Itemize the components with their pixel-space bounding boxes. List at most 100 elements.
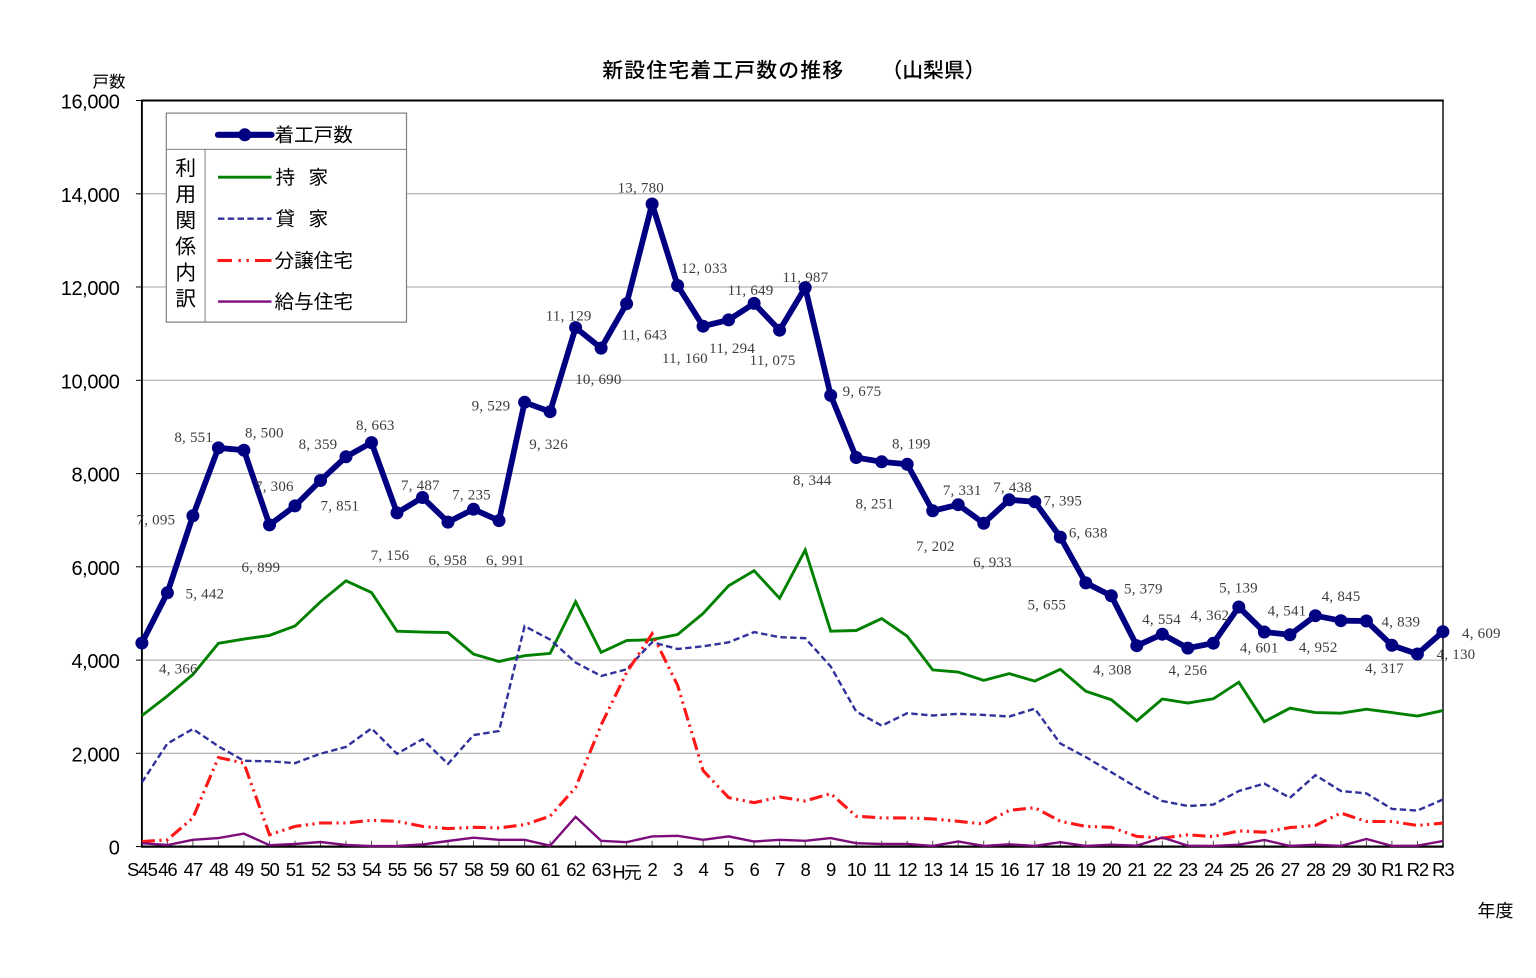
- svg-text:17: 17: [1026, 859, 1045, 880]
- svg-text:15: 15: [974, 859, 993, 880]
- svg-text:23: 23: [1179, 859, 1198, 880]
- svg-text:4, 601: 4, 601: [1240, 641, 1279, 657]
- svg-text:6,000: 6,000: [71, 558, 119, 580]
- svg-text:7, 851: 7, 851: [321, 498, 360, 514]
- svg-text:49: 49: [235, 859, 254, 880]
- svg-text:4,000: 4,000: [71, 651, 119, 673]
- svg-text:55: 55: [388, 859, 407, 880]
- svg-text:9, 529: 9, 529: [472, 399, 511, 415]
- svg-text:5, 379: 5, 379: [1124, 582, 1163, 598]
- svg-text:11, 075: 11, 075: [750, 353, 796, 369]
- svg-text:4: 4: [698, 859, 708, 880]
- svg-text:56: 56: [413, 859, 432, 880]
- svg-text:0: 0: [109, 838, 120, 860]
- svg-text:4, 308: 4, 308: [1093, 662, 1132, 678]
- svg-text:6, 958: 6, 958: [428, 553, 467, 569]
- svg-text:4, 130: 4, 130: [1437, 647, 1476, 663]
- svg-text:9, 675: 9, 675: [843, 384, 882, 400]
- svg-text:4, 952: 4, 952: [1299, 640, 1338, 656]
- svg-text:53: 53: [337, 859, 356, 880]
- svg-text:11: 11: [873, 859, 891, 880]
- svg-text:4, 256: 4, 256: [1169, 663, 1208, 679]
- svg-text:52: 52: [311, 859, 330, 880]
- svg-text:14: 14: [949, 859, 968, 880]
- svg-text:25: 25: [1230, 859, 1249, 880]
- svg-text:29: 29: [1332, 859, 1351, 880]
- svg-text:26: 26: [1255, 859, 1274, 880]
- svg-text:57: 57: [439, 859, 458, 880]
- svg-text:6, 638: 6, 638: [1069, 525, 1108, 541]
- svg-text:22: 22: [1153, 859, 1172, 880]
- svg-text:8, 500: 8, 500: [245, 426, 284, 442]
- svg-text:11, 160: 11, 160: [662, 351, 708, 367]
- svg-text:19: 19: [1077, 859, 1096, 880]
- svg-text:21: 21: [1128, 859, 1147, 880]
- svg-text:12: 12: [898, 859, 917, 880]
- svg-text:7, 395: 7, 395: [1043, 493, 1082, 509]
- svg-text:7, 235: 7, 235: [452, 488, 491, 504]
- svg-text:54: 54: [362, 859, 381, 880]
- svg-text:4, 609: 4, 609: [1462, 626, 1501, 642]
- svg-text:51: 51: [286, 859, 305, 880]
- svg-text:30: 30: [1357, 859, 1376, 880]
- svg-text:13, 780: 13, 780: [618, 181, 664, 197]
- svg-text:R2: R2: [1407, 859, 1429, 880]
- svg-text:8: 8: [801, 859, 811, 880]
- svg-text:8,000: 8,000: [71, 465, 119, 487]
- svg-text:18: 18: [1051, 859, 1070, 880]
- svg-text:62: 62: [566, 859, 585, 880]
- svg-text:12, 033: 12, 033: [681, 261, 727, 277]
- svg-text:24: 24: [1204, 859, 1223, 880]
- svg-text:59: 59: [490, 859, 509, 880]
- svg-text:R1: R1: [1381, 859, 1403, 880]
- svg-text:7, 438: 7, 438: [993, 480, 1032, 496]
- svg-text:50: 50: [260, 859, 279, 880]
- svg-text:14,000: 14,000: [61, 185, 120, 207]
- svg-text:8, 251: 8, 251: [855, 497, 894, 513]
- svg-text:20: 20: [1102, 859, 1121, 880]
- svg-text:9: 9: [826, 859, 836, 880]
- svg-text:7, 306: 7, 306: [255, 479, 294, 495]
- svg-text:2: 2: [647, 859, 657, 880]
- svg-text:47: 47: [184, 859, 203, 880]
- svg-text:27: 27: [1281, 859, 1300, 880]
- svg-text:6, 991: 6, 991: [486, 553, 525, 569]
- svg-text:4, 554: 4, 554: [1142, 612, 1181, 628]
- svg-text:10, 690: 10, 690: [575, 372, 621, 388]
- svg-text:28: 28: [1306, 859, 1325, 880]
- svg-text:H: H: [612, 862, 624, 883]
- svg-text:4, 362: 4, 362: [1191, 608, 1230, 624]
- svg-text:4, 541: 4, 541: [1268, 603, 1307, 619]
- svg-text:11, 643: 11, 643: [621, 328, 667, 344]
- svg-text:63: 63: [592, 859, 611, 880]
- svg-text:7, 331: 7, 331: [943, 483, 982, 499]
- svg-text:9, 326: 9, 326: [529, 437, 568, 453]
- svg-text:60: 60: [515, 859, 534, 880]
- svg-text:16,000: 16,000: [61, 92, 120, 114]
- svg-text:8, 359: 8, 359: [299, 437, 338, 453]
- svg-text:10: 10: [847, 859, 866, 880]
- svg-text:58: 58: [464, 859, 483, 880]
- svg-text:13: 13: [923, 859, 942, 880]
- svg-text:S45: S45: [127, 859, 158, 880]
- svg-text:48: 48: [209, 859, 228, 880]
- svg-text:7, 487: 7, 487: [401, 478, 440, 494]
- svg-text:10,000: 10,000: [61, 371, 120, 393]
- svg-text:8, 551: 8, 551: [174, 430, 213, 446]
- svg-text:11, 987: 11, 987: [782, 270, 828, 286]
- svg-text:5, 655: 5, 655: [1027, 598, 1066, 614]
- svg-text:5, 139: 5, 139: [1219, 581, 1258, 597]
- svg-text:6, 899: 6, 899: [242, 560, 281, 576]
- svg-text:R3: R3: [1432, 859, 1454, 880]
- svg-text:5: 5: [724, 859, 734, 880]
- svg-text:8, 344: 8, 344: [793, 473, 832, 489]
- svg-text:3: 3: [673, 859, 683, 880]
- svg-text:11, 649: 11, 649: [728, 283, 774, 299]
- svg-text:7, 156: 7, 156: [371, 548, 410, 564]
- svg-text:4, 317: 4, 317: [1365, 661, 1404, 677]
- svg-text:4, 845: 4, 845: [1322, 589, 1361, 605]
- svg-text:8, 199: 8, 199: [892, 437, 931, 453]
- svg-text:7, 202: 7, 202: [916, 539, 955, 555]
- svg-text:7: 7: [775, 859, 785, 880]
- svg-text:46: 46: [158, 859, 177, 880]
